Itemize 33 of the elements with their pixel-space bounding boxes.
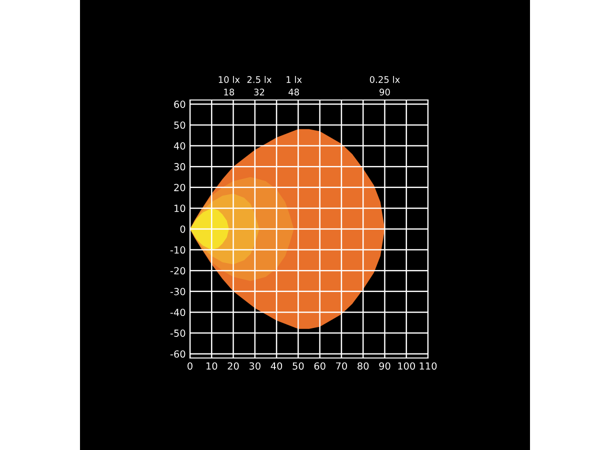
y-tick-label: 50 bbox=[174, 121, 186, 129]
x-tick-label: 20 bbox=[228, 362, 239, 370]
x2-tick-label: 90 bbox=[380, 88, 390, 96]
y-tick-label: 0 bbox=[180, 225, 186, 233]
x-tick-label: 30 bbox=[249, 362, 260, 370]
x-tick-label: 70 bbox=[336, 362, 347, 370]
text: 10 lx bbox=[218, 76, 240, 83]
x2-tick-label: 32 bbox=[254, 88, 264, 96]
text: 2.5 lx bbox=[247, 76, 272, 83]
x-tick-label: 50 bbox=[292, 362, 304, 370]
y-tick-label: 20 bbox=[174, 184, 186, 192]
text: 1 lx bbox=[286, 76, 302, 83]
x-tick-label: 80 bbox=[358, 362, 369, 370]
y-tick-label: -50 bbox=[170, 330, 186, 337]
text: 0.25 lx bbox=[370, 76, 400, 83]
x2-tick-label: 48 bbox=[288, 88, 299, 96]
y-tick-label: -10 bbox=[170, 246, 186, 254]
x-tick-label: 0 bbox=[188, 362, 192, 370]
x2-tick-label: 18 bbox=[224, 88, 234, 96]
x-tick-label: 10 bbox=[206, 362, 218, 370]
x-tick-label: 110 bbox=[420, 362, 437, 370]
x-tick-label: 40 bbox=[270, 362, 282, 370]
y-tick-label: -40 bbox=[170, 308, 186, 316]
x-tick-label: 90 bbox=[379, 362, 390, 370]
y-tick-label: -20 bbox=[170, 267, 186, 274]
y-tick-label: -60 bbox=[170, 350, 186, 358]
x-tick-label: 100 bbox=[398, 362, 415, 370]
x-tick-label: 60 bbox=[314, 362, 326, 370]
y-tick-label: 60 bbox=[174, 100, 186, 108]
y-tick-label: 10 bbox=[174, 204, 186, 212]
y-tick-label: 40 bbox=[174, 142, 186, 150]
y-tick-label: -30 bbox=[170, 288, 186, 296]
y-tick-label: 30 bbox=[174, 163, 186, 170]
